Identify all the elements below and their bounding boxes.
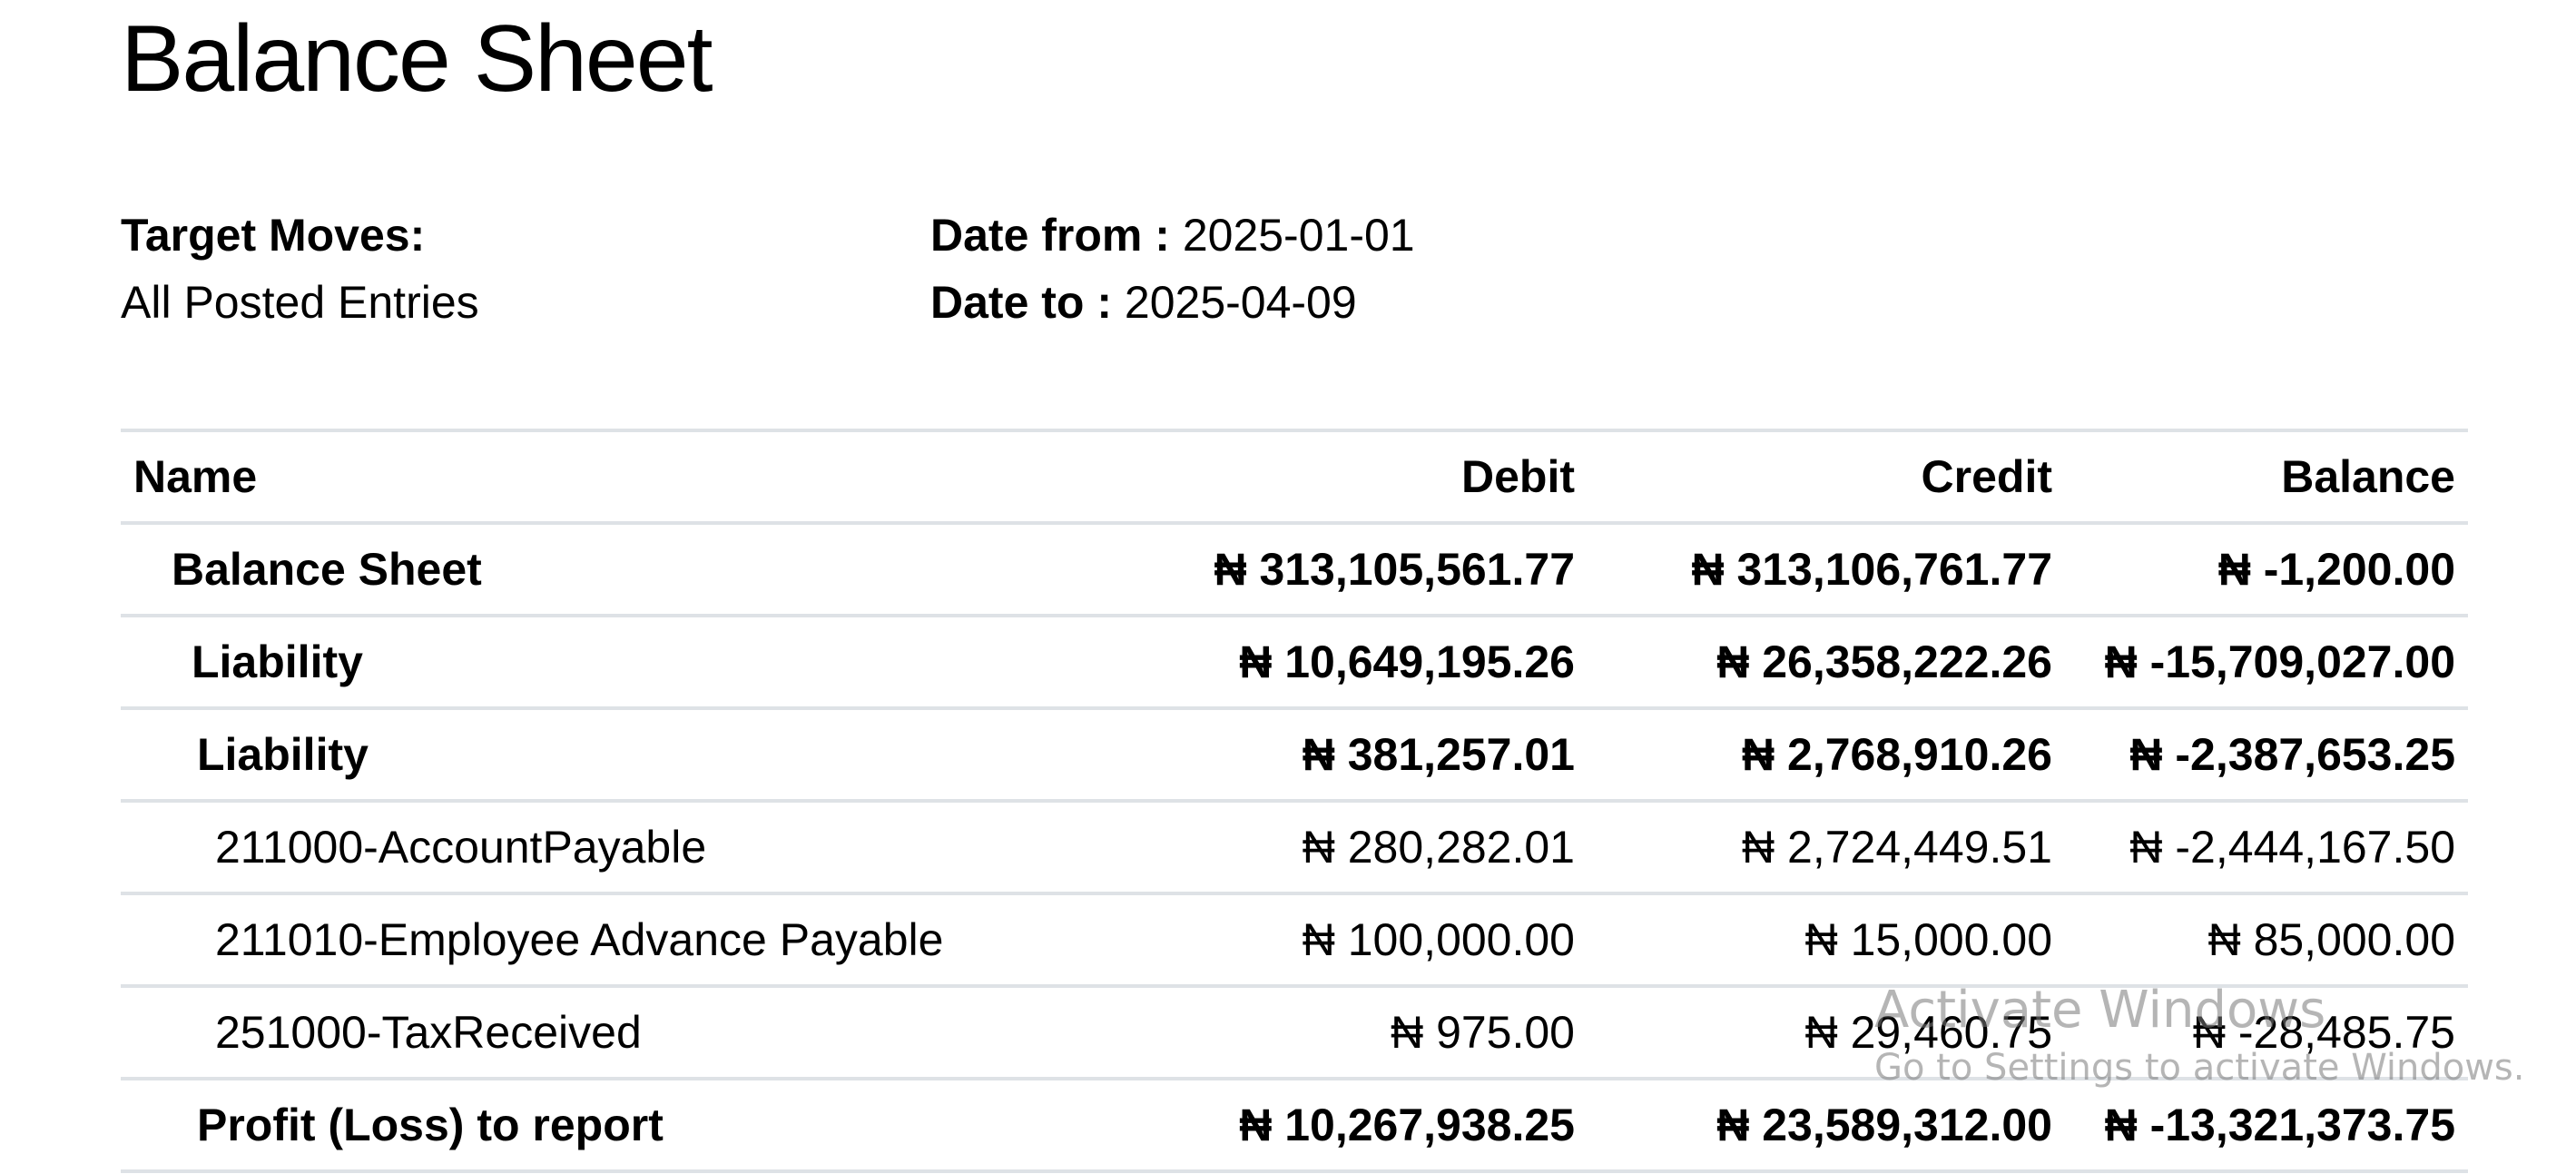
row-credit: ₦ 2,724,449.51 <box>1742 822 2052 873</box>
page-title: Balance Sheet <box>121 6 713 112</box>
date-to: Date to : 2025-04-09 <box>930 269 1415 336</box>
table-row: Liability ₦ 10,649,195.26 ₦ 26,358,222.2… <box>121 616 2468 708</box>
row-debit: ₦ 100,000.00 <box>1302 914 1575 965</box>
row-debit: ₦ 10,267,938.25 <box>1239 1100 1575 1150</box>
row-credit: ₦ 15,000.00 <box>1804 914 2052 965</box>
date-range-block: Date from : 2025-01-01 Date to : 2025-04… <box>930 202 1415 336</box>
table-row: Balance Sheet ₦ 313,105,561.77 ₦ 313,106… <box>121 523 2468 616</box>
target-moves-value: All Posted Entries <box>121 277 479 328</box>
table-header-row: Name Debit Credit Balance <box>121 430 2468 523</box>
row-credit: ₦ 2,768,910.26 <box>1742 729 2052 780</box>
table-row: Profit (Loss) to report ₦ 10,267,938.25 … <box>121 1079 2468 1171</box>
row-credit: ₦ 23,589,312.00 <box>1716 1100 2052 1150</box>
table-row: 211010-Employee Advance Payable ₦ 100,00… <box>121 893 2468 986</box>
date-from-label: Date from : <box>930 210 1170 261</box>
row-balance: ₦ -1,200.00 <box>2217 544 2455 595</box>
row-name: 211000-AccountPayable <box>215 822 707 873</box>
header-name: Name <box>133 451 258 502</box>
row-balance: ₦ -28,485.75 <box>2192 1007 2455 1058</box>
row-name: Liability <box>197 729 369 780</box>
table-row: Liability ₦ 381,257.01 ₦ 2,768,910.26 ₦ … <box>121 708 2468 801</box>
date-to-label: Date to : <box>930 277 1112 328</box>
row-debit: ₦ 313,105,561.77 <box>1214 544 1575 595</box>
table-row: 251000-TaxReceived ₦ 975.00 ₦ 29,460.75 … <box>121 986 2468 1079</box>
row-credit: ₦ 313,106,761.77 <box>1691 544 2052 595</box>
row-debit: ₦ 381,257.01 <box>1302 729 1575 780</box>
row-credit: ₦ 29,460.75 <box>1804 1007 2052 1058</box>
row-balance: ₦ -2,387,653.25 <box>2129 729 2455 780</box>
row-balance: ₦ 85,000.00 <box>2207 914 2455 965</box>
header-debit: Debit <box>1461 451 1575 502</box>
date-from: Date from : 2025-01-01 <box>930 202 1415 269</box>
date-from-value: 2025-01-01 <box>1182 210 1415 261</box>
row-name: 251000-TaxReceived <box>215 1007 642 1058</box>
row-name: Liability <box>192 636 363 687</box>
row-name: Balance Sheet <box>172 544 482 595</box>
row-debit: ₦ 10,649,195.26 <box>1239 636 1575 687</box>
header-balance: Balance <box>2281 451 2455 502</box>
target-moves-block: Target Moves: All Posted Entries <box>121 202 479 336</box>
table-row: 211000-AccountPayable ₦ 280,282.01 ₦ 2,7… <box>121 801 2468 893</box>
row-balance: ₦ -2,444,167.50 <box>2129 822 2455 873</box>
row-balance: ₦ -15,709,027.00 <box>2104 636 2455 687</box>
date-to-value: 2025-04-09 <box>1124 277 1357 328</box>
header-credit: Credit <box>1921 451 2052 502</box>
row-debit: ₦ 975.00 <box>1391 1007 1575 1058</box>
row-balance: ₦ -13,321,373.75 <box>2104 1100 2455 1150</box>
row-name: 211010-Employee Advance Payable <box>215 914 944 965</box>
target-moves-label: Target Moves: <box>121 210 426 261</box>
row-name: Profit (Loss) to report <box>197 1100 664 1150</box>
balance-sheet-table: Name Debit Credit Balance Balance Sheet … <box>121 429 2468 1173</box>
row-credit: ₦ 26,358,222.26 <box>1716 636 2052 687</box>
row-debit: ₦ 280,282.01 <box>1302 822 1575 873</box>
